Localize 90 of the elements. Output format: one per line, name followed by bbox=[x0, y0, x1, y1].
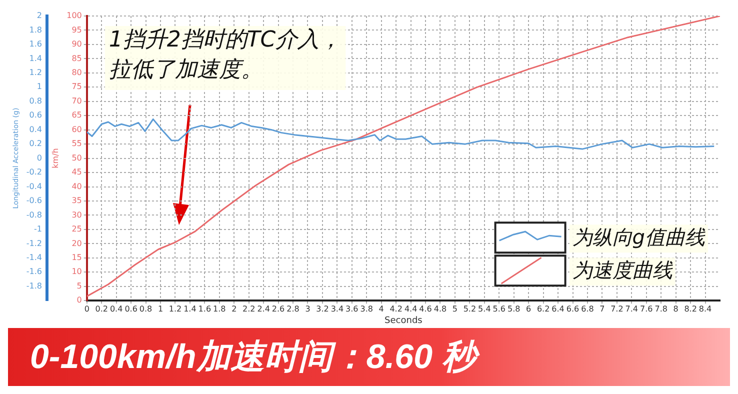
x-tick-label: 5.8 bbox=[508, 304, 520, 314]
y-tick-label: 95 bbox=[72, 25, 82, 34]
y2-tick-label: 2 bbox=[36, 11, 42, 20]
y2-tick-label: -0.8 bbox=[26, 210, 42, 220]
x-tick-label: 6.2 bbox=[536, 304, 550, 314]
annotation: 1挡升2挡时的TC介入，拉低了加速度。 bbox=[108, 28, 342, 83]
x-tick-label: 6.8 bbox=[581, 304, 594, 314]
y-tick-label: 75 bbox=[72, 82, 82, 92]
x-tick-label: 3.4 bbox=[330, 304, 344, 314]
x-tick-label: 4.6 bbox=[419, 304, 432, 314]
x-tick-label: 3.2 bbox=[316, 304, 329, 314]
x-tick-label: 7.4 bbox=[625, 304, 638, 314]
x-tick-label: 1.8 bbox=[213, 304, 226, 314]
y2-tick-label: 0.6 bbox=[29, 110, 42, 120]
y2-tick-label: 1.8 bbox=[29, 25, 42, 34]
y2-tick-label: 0.4 bbox=[29, 124, 42, 134]
x-tick-label: 3 bbox=[305, 304, 310, 314]
x-tick-label: 1 bbox=[158, 304, 164, 314]
y2-tick-label: -0.6 bbox=[26, 196, 42, 206]
x-tick-label: 8.2 bbox=[684, 304, 697, 314]
x-tick-label: 3.8 bbox=[360, 304, 373, 314]
x-tick-label: 7.8 bbox=[654, 304, 668, 314]
legend-label: 为纵向g值曲线 bbox=[572, 224, 706, 249]
legend-label: 为速度曲线 bbox=[572, 258, 674, 282]
y2-tick-label: 0.2 bbox=[29, 139, 42, 148]
y-tick-label: 45 bbox=[72, 168, 82, 177]
y-tick-label: 30 bbox=[72, 210, 82, 220]
y2-tick-label: -1.4 bbox=[26, 252, 42, 262]
y2-tick-label: -1.2 bbox=[26, 238, 42, 248]
y2-tick-label: -1.6 bbox=[26, 267, 42, 276]
y2-tick-label: -0.2 bbox=[26, 168, 42, 177]
y-tick-label: 0 bbox=[76, 296, 82, 305]
x-tick-label: 0.8 bbox=[139, 304, 152, 314]
y-tick-label: 15 bbox=[72, 252, 82, 262]
y2-tick-label: 1 bbox=[36, 82, 42, 92]
x-tick-label: 7.2 bbox=[610, 304, 624, 314]
x-tick-label: 0.4 bbox=[110, 304, 123, 314]
x-tick-label: 6.4 bbox=[552, 304, 564, 314]
x-tick-label: 0.6 bbox=[124, 304, 138, 314]
y2-tick-label: 1.4 bbox=[29, 54, 42, 63]
x-tick-label: 5.6 bbox=[492, 304, 506, 314]
y-tick-label: 100 bbox=[66, 11, 82, 20]
y-tick-label: 65 bbox=[72, 110, 82, 120]
x-tick-label: 2.2 bbox=[242, 304, 256, 314]
y-tick-label: 35 bbox=[72, 196, 82, 206]
y2-tick-label: 0.8 bbox=[29, 96, 42, 106]
x-tick-label: 1.6 bbox=[198, 304, 212, 314]
y-tick-label: 55 bbox=[72, 139, 82, 148]
x-tick-label: 4.8 bbox=[434, 304, 447, 314]
y-tick-label: 25 bbox=[72, 224, 82, 234]
x-tick-label: 5 bbox=[452, 304, 458, 314]
y2-tick-label: 0 bbox=[36, 153, 42, 162]
y2-tick-label: 1.6 bbox=[29, 40, 42, 49]
x-tick-label: 8.4 bbox=[698, 304, 712, 314]
x-tick-label: 3.6 bbox=[346, 304, 358, 314]
x-tick-label: 0.2 bbox=[95, 304, 108, 314]
x-tick-label: 2 bbox=[232, 304, 237, 314]
x-tick-label: 8 bbox=[673, 304, 678, 314]
x-tick-label: 2.4 bbox=[257, 304, 270, 314]
x-tick-label: 1.4 bbox=[184, 304, 196, 314]
x-tick-label: 5.4 bbox=[478, 304, 491, 314]
text: 0-100km/h加速时间：8.60 秒 bbox=[8, 328, 730, 386]
y-tick-label: 50 bbox=[72, 153, 82, 162]
x-axis-title: Seconds bbox=[384, 316, 423, 326]
x-tick-label: 6 bbox=[526, 304, 532, 314]
x-tick-label: 4.2 bbox=[390, 304, 402, 314]
y-tick-label: 5 bbox=[76, 281, 82, 290]
x-tick-label: 7 bbox=[600, 304, 605, 314]
y2-tick-label: -1 bbox=[34, 224, 42, 234]
x-tick-label: 2.6 bbox=[272, 304, 285, 314]
x-tick-label: 6.6 bbox=[566, 304, 580, 314]
y2-tick-label: -1.8 bbox=[26, 281, 42, 290]
x-tick-label: 5.2 bbox=[463, 304, 476, 314]
y-tick-label: 60 bbox=[72, 124, 82, 134]
x-tick-label: 0 bbox=[84, 304, 90, 314]
x-tick-label: 2.8 bbox=[286, 304, 300, 314]
y-tick-label: 10 bbox=[72, 267, 82, 276]
y2-tick-label: 1.2 bbox=[29, 68, 42, 77]
y-tick-label: 90 bbox=[72, 40, 82, 49]
y-tick-label: 70 bbox=[72, 96, 82, 106]
y-tick-label: 40 bbox=[72, 182, 82, 191]
x-tick-label: 7.6 bbox=[640, 304, 653, 314]
y2-tick-label: -0.4 bbox=[26, 182, 42, 191]
y-tick-label: 20 bbox=[72, 238, 82, 248]
x-tick-label: 4.4 bbox=[404, 304, 418, 314]
x-tick-label: 4 bbox=[378, 304, 384, 314]
y-tick-label: 80 bbox=[72, 68, 82, 77]
x-tick-label: 1.2 bbox=[168, 304, 182, 314]
y-axis-title: km/h bbox=[50, 148, 60, 168]
y-tick-label: 85 bbox=[72, 54, 82, 63]
